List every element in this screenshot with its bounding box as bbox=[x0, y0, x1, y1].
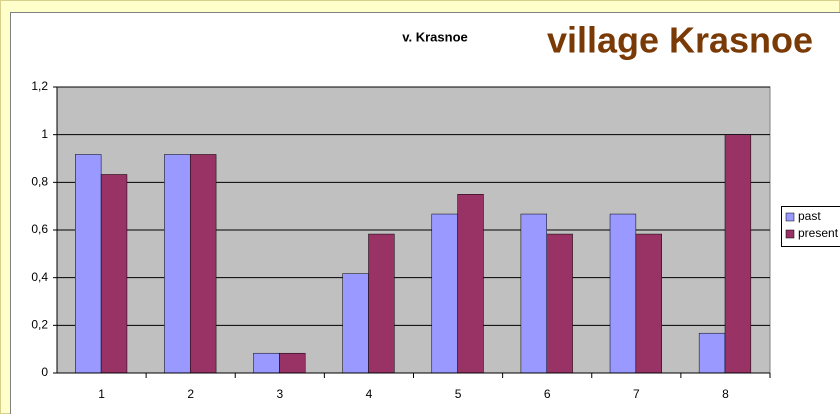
x-tick-label: 8 bbox=[722, 387, 729, 401]
x-tick-label: 7 bbox=[633, 387, 640, 401]
y-tick-label: 0,8 bbox=[31, 175, 48, 189]
bar bbox=[368, 233, 395, 374]
x-tick-label: 6 bbox=[544, 387, 551, 401]
bar bbox=[635, 233, 662, 374]
bar bbox=[546, 233, 573, 374]
bar bbox=[279, 352, 306, 374]
legend-swatch bbox=[785, 212, 795, 222]
bar bbox=[342, 273, 369, 374]
bar bbox=[100, 174, 128, 374]
y-tick-label: 0,6 bbox=[31, 222, 48, 236]
bar bbox=[189, 154, 217, 374]
bar bbox=[164, 154, 191, 374]
legend-swatch bbox=[785, 229, 795, 239]
bar bbox=[431, 213, 458, 374]
chart-title: v. Krasnoe bbox=[402, 29, 468, 44]
y-tick-label: 0,4 bbox=[31, 270, 48, 284]
y-tick-label: 0 bbox=[41, 365, 48, 379]
x-tick-label: 4 bbox=[366, 387, 373, 401]
legend-label: present bbox=[798, 226, 839, 240]
bar bbox=[75, 154, 102, 374]
bar bbox=[457, 194, 484, 374]
bar bbox=[520, 213, 547, 374]
legend-label: past bbox=[798, 209, 821, 223]
y-tick-label: 1,2 bbox=[31, 79, 48, 93]
y-tick-label: 0,2 bbox=[31, 318, 48, 332]
bar bbox=[609, 213, 637, 374]
x-tick-label: 2 bbox=[187, 387, 194, 401]
x-tick-label: 1 bbox=[98, 387, 105, 401]
bar bbox=[724, 134, 752, 374]
chart-subtitle: village Krasnoe bbox=[547, 20, 813, 61]
x-tick-label: 3 bbox=[276, 387, 283, 401]
bar bbox=[253, 352, 280, 374]
x-tick-label: 5 bbox=[455, 387, 462, 401]
y-tick-label: 1 bbox=[41, 127, 48, 141]
bar bbox=[698, 332, 726, 374]
